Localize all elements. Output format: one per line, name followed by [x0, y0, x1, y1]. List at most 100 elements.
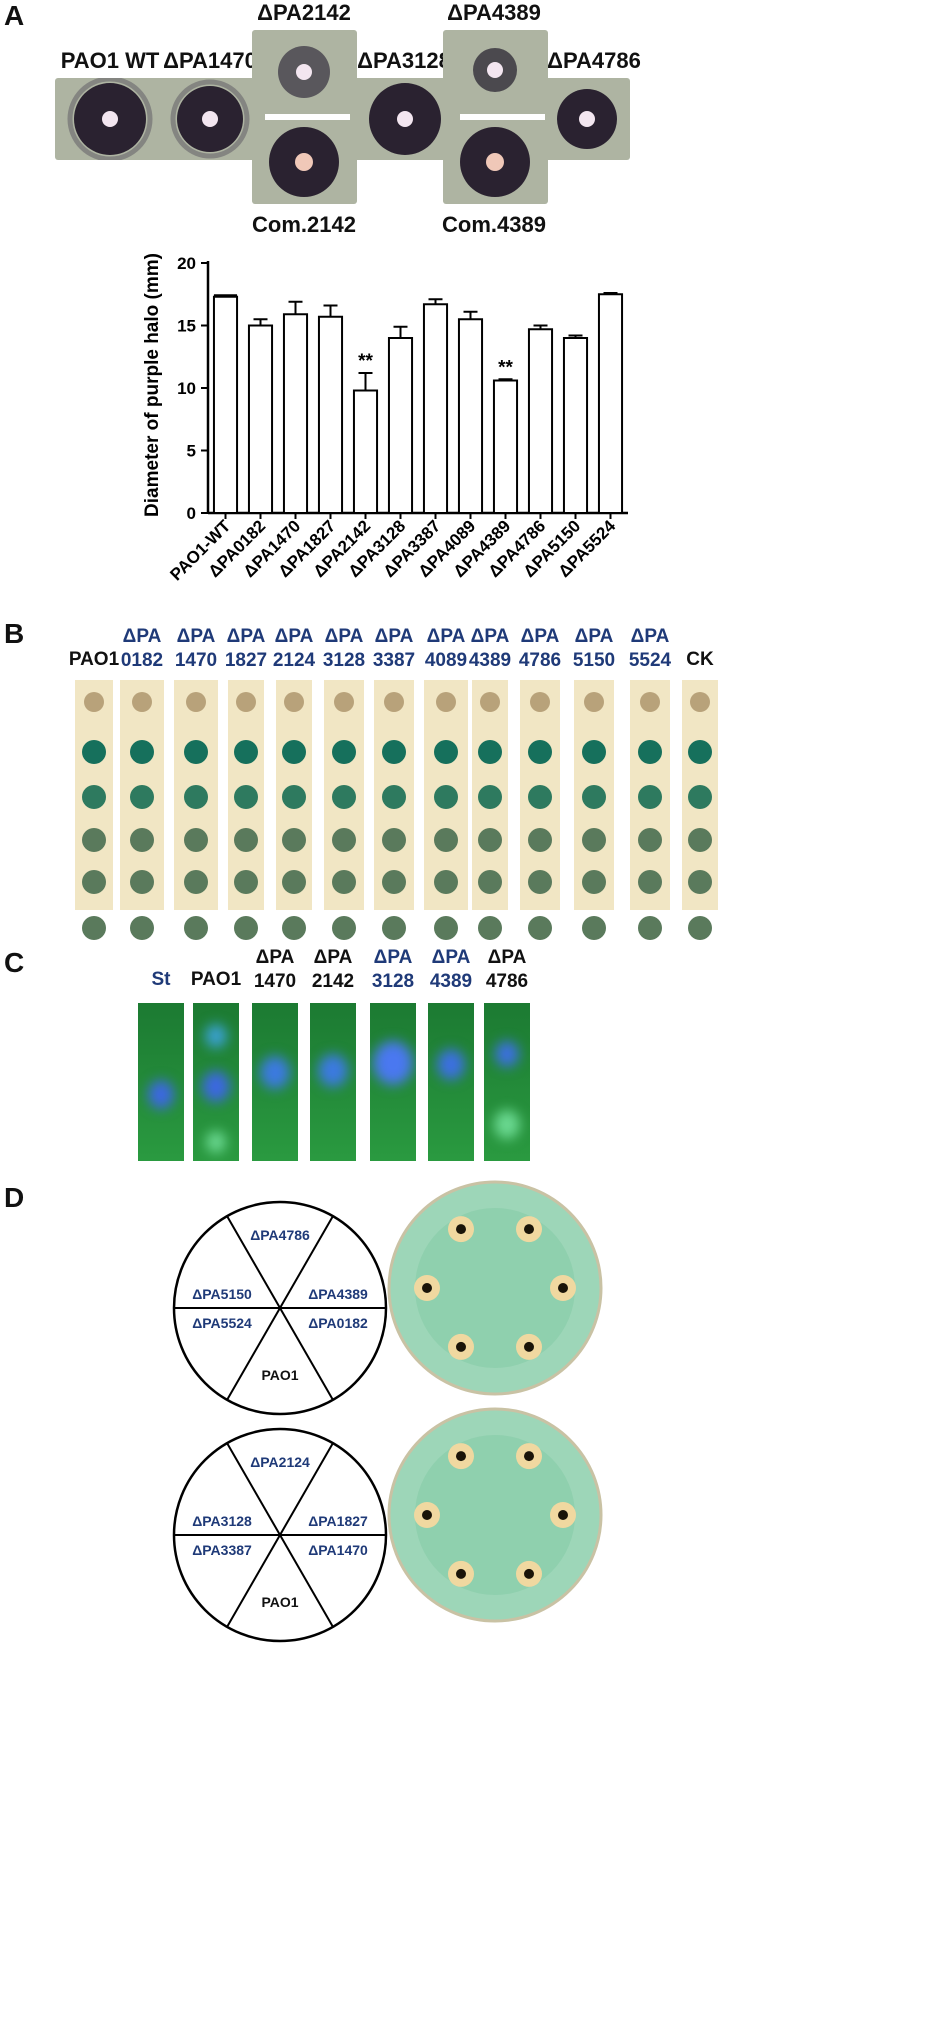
strip-label: CK [686, 649, 714, 670]
strip-spot [284, 692, 304, 712]
halo-photo-pa4786 [545, 78, 630, 160]
plate2-label-bottom: PAO1 [261, 1594, 298, 1610]
plate2-label-upper-right: ΔPA1827 [308, 1513, 368, 1529]
fluorescent-spot [495, 1041, 519, 1068]
well [422, 1283, 432, 1293]
well [558, 1510, 568, 1520]
strip-spot [528, 785, 552, 809]
halo-photo-pa1470 [155, 78, 265, 160]
halo-image [269, 127, 339, 197]
strip-spot [688, 740, 712, 764]
halo-photo-com2142 [252, 120, 357, 204]
strip-spot [186, 692, 206, 712]
strip-spot [584, 692, 604, 712]
strip-spot [638, 870, 662, 894]
y-tick-label: 0 [187, 504, 196, 523]
bar [387, 337, 414, 514]
lane-label: ΔPA 4786 [485, 947, 529, 992]
tlc-strip [374, 680, 414, 940]
plate1-label-upper-right: ΔPA4389 [308, 1286, 368, 1302]
bar [492, 379, 519, 514]
y-axis-label: Diameter of purple halo (mm) [142, 253, 163, 517]
well [524, 1568, 534, 1579]
strip-spot [184, 740, 208, 764]
strip-spot [234, 870, 258, 894]
plate2-label-lower-left: ΔPA3387 [192, 1542, 252, 1558]
halo-image [473, 48, 517, 92]
strip-spot [382, 828, 406, 852]
well [456, 1224, 466, 1235]
significance-annotation: ** [498, 357, 513, 378]
halo-image [369, 83, 441, 155]
strip-spot [582, 870, 606, 894]
strip-spot [234, 916, 258, 940]
fluorescent-spot [206, 1131, 226, 1153]
tlc-strip [472, 680, 508, 940]
strip-spot [582, 740, 606, 764]
photo-label-com2142: Com.2142 [252, 212, 356, 237]
strip-spot [130, 828, 154, 852]
fluorescent-spot [148, 1080, 174, 1109]
halo-photo-pao1-wt [55, 76, 165, 162]
strip-spot [690, 692, 710, 712]
lane-label: St [151, 969, 171, 990]
bar [282, 313, 309, 514]
y-tick-label: 15 [177, 317, 196, 336]
well [524, 1451, 534, 1462]
bar [247, 324, 274, 514]
halo-image [460, 127, 530, 197]
strip-spot [234, 828, 258, 852]
strip-spot [130, 916, 154, 940]
well [524, 1224, 534, 1235]
strip-spot [382, 785, 406, 809]
strip-spot [480, 692, 500, 712]
strip-spot [184, 916, 208, 940]
strip-spot [688, 785, 712, 809]
strip-spot [478, 828, 502, 852]
photo-label-com4389: Com.4389 [442, 212, 546, 237]
plate1-label-bottom: PAO1 [261, 1367, 298, 1383]
fluorescent-spot [373, 1041, 413, 1085]
strip-spot [528, 916, 552, 940]
tlc-strip [120, 680, 164, 940]
strip-spot [282, 828, 306, 852]
halo-image [557, 89, 617, 149]
y-tick-label: 20 [177, 254, 196, 273]
strip-spot [332, 916, 356, 940]
halo-photo-pa2142 [252, 30, 357, 114]
tlc-strip [228, 680, 264, 940]
plate2-label-top: ΔPA2124 [250, 1454, 310, 1470]
photo-label-pa4786: ΔPA4786 [547, 48, 641, 73]
plate-diagram-2: ΔPA2124 ΔPA3128 ΔPA1827 ΔPA3387 ΔPA1470 … [172, 1427, 388, 1643]
tlc-strip [574, 680, 614, 940]
strip-spot [382, 916, 406, 940]
bar [527, 328, 554, 514]
strip-spot [184, 828, 208, 852]
strip-spot [478, 916, 502, 940]
plate2-label-lower-right: ΔPA1470 [308, 1542, 368, 1558]
photo-label-pa2142: ΔPA2142 [257, 0, 351, 25]
halo-photo-com4389 [443, 120, 548, 204]
strip-spot [434, 785, 458, 809]
strip-spot [332, 828, 356, 852]
bar [212, 295, 239, 514]
strip-spot [82, 740, 106, 764]
plate1-label-lower-right: ΔPA0182 [308, 1315, 368, 1331]
bar [457, 318, 484, 514]
panel-b-letter: B [4, 618, 25, 649]
strip-spot [332, 785, 356, 809]
fluorescent-spot [202, 1071, 230, 1102]
significance-annotation: ** [358, 351, 373, 372]
halo-photo-pa4389 [443, 30, 548, 114]
strip-spot [132, 692, 152, 712]
tlc-strip [324, 680, 364, 940]
tlc-strip [682, 680, 718, 940]
strip-spot [582, 785, 606, 809]
strip-spot [436, 692, 456, 712]
fluorescent-spot [205, 1024, 227, 1049]
strip-spot [478, 870, 502, 894]
strip-spot [638, 785, 662, 809]
halo-diameter-bar-chart: Diameter of purple halo (mm) 05101520PAO… [142, 253, 628, 584]
strip-spot [382, 740, 406, 764]
strip-spot [130, 785, 154, 809]
